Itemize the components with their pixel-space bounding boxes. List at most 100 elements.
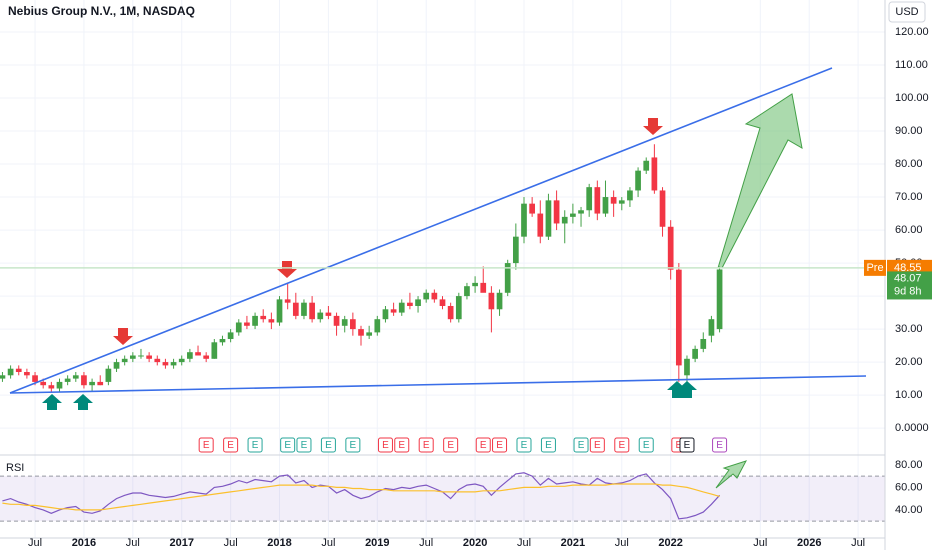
earnings-label: E xyxy=(227,440,234,451)
candle-body xyxy=(553,200,560,224)
candle-body xyxy=(48,385,55,389)
x-tick-label: 2018 xyxy=(267,537,291,549)
rsi-ma-line xyxy=(2,483,720,511)
candle-body xyxy=(692,348,698,359)
candle-body xyxy=(602,197,609,214)
candle-body xyxy=(227,332,234,339)
candle-body xyxy=(545,200,552,237)
y-tick-label: 110.00 xyxy=(895,59,928,71)
candle-body xyxy=(170,362,177,366)
candle-body xyxy=(627,190,633,201)
candle-body xyxy=(333,315,340,326)
candle-body xyxy=(292,302,299,316)
candle-body xyxy=(32,375,38,382)
projection-arrow xyxy=(715,460,748,489)
candle-body xyxy=(447,305,454,320)
x-tick-label: 2022 xyxy=(658,537,682,549)
countdown: 9d 8h xyxy=(894,285,922,297)
rsi-line xyxy=(2,472,721,520)
y-tick-label: 90.00 xyxy=(895,125,923,137)
candle-body xyxy=(651,157,658,191)
earnings-label: E xyxy=(284,440,291,451)
candle-body xyxy=(24,372,30,376)
y-tick-label: 20.00 xyxy=(895,356,923,368)
candle-body xyxy=(219,338,226,343)
earnings-label: E xyxy=(578,440,585,451)
earnings-marker xyxy=(540,437,556,453)
candle-body xyxy=(643,160,650,171)
candle-body xyxy=(350,319,356,330)
earnings-label: E xyxy=(423,440,430,451)
earnings-marker xyxy=(296,437,312,453)
y-tick-label: 10.00 xyxy=(895,389,923,401)
earnings-marker xyxy=(223,437,239,453)
earnings-marker xyxy=(638,437,654,453)
y-tick-label: 30.00 xyxy=(895,323,923,335)
candle-body xyxy=(276,299,283,323)
candle-body xyxy=(7,368,14,376)
y-tick-label: 100.00 xyxy=(895,92,929,104)
earnings-marker xyxy=(679,437,695,453)
candle-body xyxy=(162,362,169,366)
y-tick-label: 0.0000 xyxy=(895,422,929,434)
currency-box[interactable] xyxy=(888,1,926,23)
candle-body xyxy=(398,302,405,313)
candle-body xyxy=(72,375,79,379)
candle-body xyxy=(211,342,218,359)
earnings-marker xyxy=(394,437,410,453)
candle-body xyxy=(496,292,503,310)
candle-body xyxy=(97,381,104,386)
candle-body xyxy=(667,226,674,270)
premarket-tag-text: Pre xyxy=(866,262,883,274)
candle-body xyxy=(382,309,389,320)
candle-body xyxy=(586,187,593,211)
currency[interactable]: USD xyxy=(895,6,918,18)
earnings-label: E xyxy=(521,440,528,451)
x-tick-label: Jul xyxy=(28,537,42,549)
earnings-marker xyxy=(492,437,508,453)
candle-body xyxy=(512,236,519,264)
candle-body xyxy=(56,381,63,389)
rsi-tick-label: 60.00 xyxy=(895,481,923,493)
candle-body xyxy=(235,322,242,333)
earnings-marker xyxy=(516,437,532,453)
candle-body xyxy=(455,296,462,320)
candle-body xyxy=(423,292,430,300)
candle-body xyxy=(700,338,707,349)
x-tick-label: Jul xyxy=(419,537,433,549)
premarket-tag xyxy=(864,259,886,276)
candle-body xyxy=(618,200,625,204)
candle-body xyxy=(521,203,527,237)
candle-body xyxy=(578,210,584,214)
x-tick-label: Jul xyxy=(224,537,238,549)
earnings-marker xyxy=(475,437,491,453)
candle-body xyxy=(374,319,381,333)
y-tick-label: 60.00 xyxy=(895,224,923,236)
earnings-label: E xyxy=(643,440,650,451)
candle-body xyxy=(89,381,95,386)
candle-body xyxy=(81,375,87,386)
candle-body xyxy=(260,315,267,320)
earnings-label: E xyxy=(594,440,601,451)
earnings-label: E xyxy=(382,440,389,451)
earnings-label: E xyxy=(447,440,454,451)
earnings-marker xyxy=(320,437,336,453)
candle-body xyxy=(64,378,71,382)
candle-body xyxy=(594,187,601,214)
x-tick-label: Jul xyxy=(517,537,531,549)
earnings-marker xyxy=(712,437,728,453)
x-tick-label: 2017 xyxy=(169,537,193,549)
earnings-marker xyxy=(589,437,605,453)
candle-body xyxy=(529,203,535,214)
candle-body xyxy=(341,319,348,326)
earnings-marker xyxy=(247,437,263,453)
rsi-title: RSI xyxy=(6,462,24,474)
candle-body xyxy=(309,302,315,320)
candle-body xyxy=(325,312,332,316)
x-tick-label: Jul xyxy=(851,537,865,549)
x-tick-label: 2019 xyxy=(365,537,389,549)
earnings-marker xyxy=(573,437,589,453)
x-tick-label: Jul xyxy=(126,537,140,549)
y-tick-label: 80.00 xyxy=(895,158,923,170)
